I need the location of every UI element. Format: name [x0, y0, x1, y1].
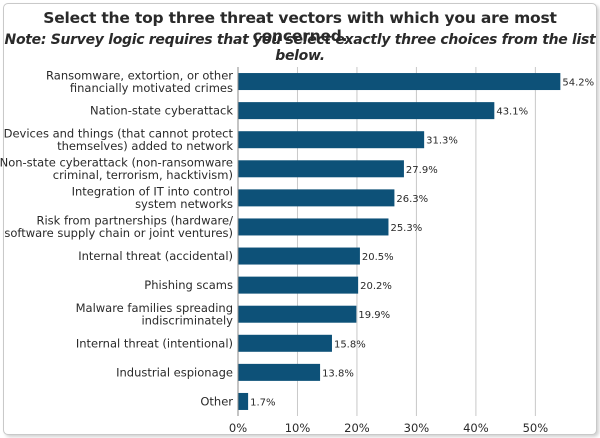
bar [238, 392, 249, 410]
chart-subtitle: Note: Survey logic requires that you sel… [4, 32, 596, 64]
category-label: Other [200, 394, 233, 408]
category-label-line: Internal threat (accidental) [78, 249, 233, 263]
category-label: Internal threat (intentional) [76, 336, 233, 350]
value-label: 20.2% [360, 281, 392, 292]
value-label: 19.9% [358, 310, 390, 321]
bar [238, 131, 425, 149]
x-tick-label: 50% [523, 421, 549, 435]
bar [238, 305, 357, 323]
bar [238, 102, 495, 120]
x-tick-label: 0% [229, 421, 247, 435]
category-label-line: Industrial espionage [116, 365, 233, 379]
bar [238, 73, 561, 91]
value-label: 20.5% [362, 252, 394, 263]
category-label-line: software supply chain or joint ventures) [4, 226, 233, 240]
x-tick-label: 20% [344, 421, 370, 435]
category-label: Nation-state cyberattack [90, 104, 233, 118]
category-label: Risk from partnerships (hardware/softwar… [4, 214, 233, 241]
category-label: Non-state cyberattack (non-ransomware cri… [0, 156, 233, 183]
category-label-line: Phishing scams [144, 278, 233, 292]
x-tick-label: 10% [285, 421, 311, 435]
category-label-line: Internal threat (intentional) [76, 336, 233, 350]
value-label: 27.9% [406, 165, 438, 176]
category-label-line: Integration of IT into control [72, 185, 233, 199]
category-label-line: Risk from partnerships (hardware/ [36, 214, 233, 228]
value-label: 43.1% [496, 107, 528, 118]
category-label: Industrial espionage [116, 365, 233, 379]
bar [238, 247, 360, 265]
x-tick-label: 30% [404, 421, 430, 435]
category-label-line: financially motivated crimes [70, 81, 233, 95]
value-label: 15.8% [334, 339, 366, 350]
value-label: 13.8% [322, 368, 354, 379]
category-label: Integration of IT into control system net… [72, 185, 233, 212]
value-label: 25.3% [390, 223, 422, 234]
category-label: Malware families spreading indiscriminate… [76, 301, 234, 328]
category-label: Internal threat (accidental) [78, 249, 233, 263]
bar [238, 363, 321, 381]
category-label-line: Non-state cyberattack (non-ransomware [0, 156, 233, 170]
category-label-line: system networks [135, 197, 233, 211]
category-label-line: Ransomware, extortion, or other [46, 68, 233, 82]
category-label-line: Other [200, 394, 233, 408]
bar [238, 160, 404, 178]
category-label-line: Devices and things (that cannot protect [4, 126, 234, 140]
category-label-line: themselves) added to network [57, 139, 233, 153]
bar [238, 334, 332, 352]
chart-title: Select the top three threat vectors with… [43, 9, 557, 45]
value-label: 31.3% [426, 136, 458, 147]
value-label: 26.3% [396, 194, 428, 205]
category-label-line: criminal, terrorism, hacktivism) [53, 168, 233, 182]
bar [238, 276, 359, 294]
category-label-line: Nation-state cyberattack [90, 104, 233, 118]
bar [238, 218, 389, 236]
x-tick-label: 40% [463, 421, 489, 435]
bar [238, 189, 395, 207]
value-label: 54.2% [562, 78, 594, 89]
category-label-line: Malware families spreading [76, 301, 233, 315]
category-label-line: indiscriminately [141, 313, 233, 327]
category-label: Phishing scams [144, 278, 233, 292]
category-label: Ransomware, extortion, or other financial… [46, 68, 233, 95]
category-label: Devices and things (that cannot protect t… [4, 126, 234, 153]
value-label: 1.7% [250, 397, 275, 408]
